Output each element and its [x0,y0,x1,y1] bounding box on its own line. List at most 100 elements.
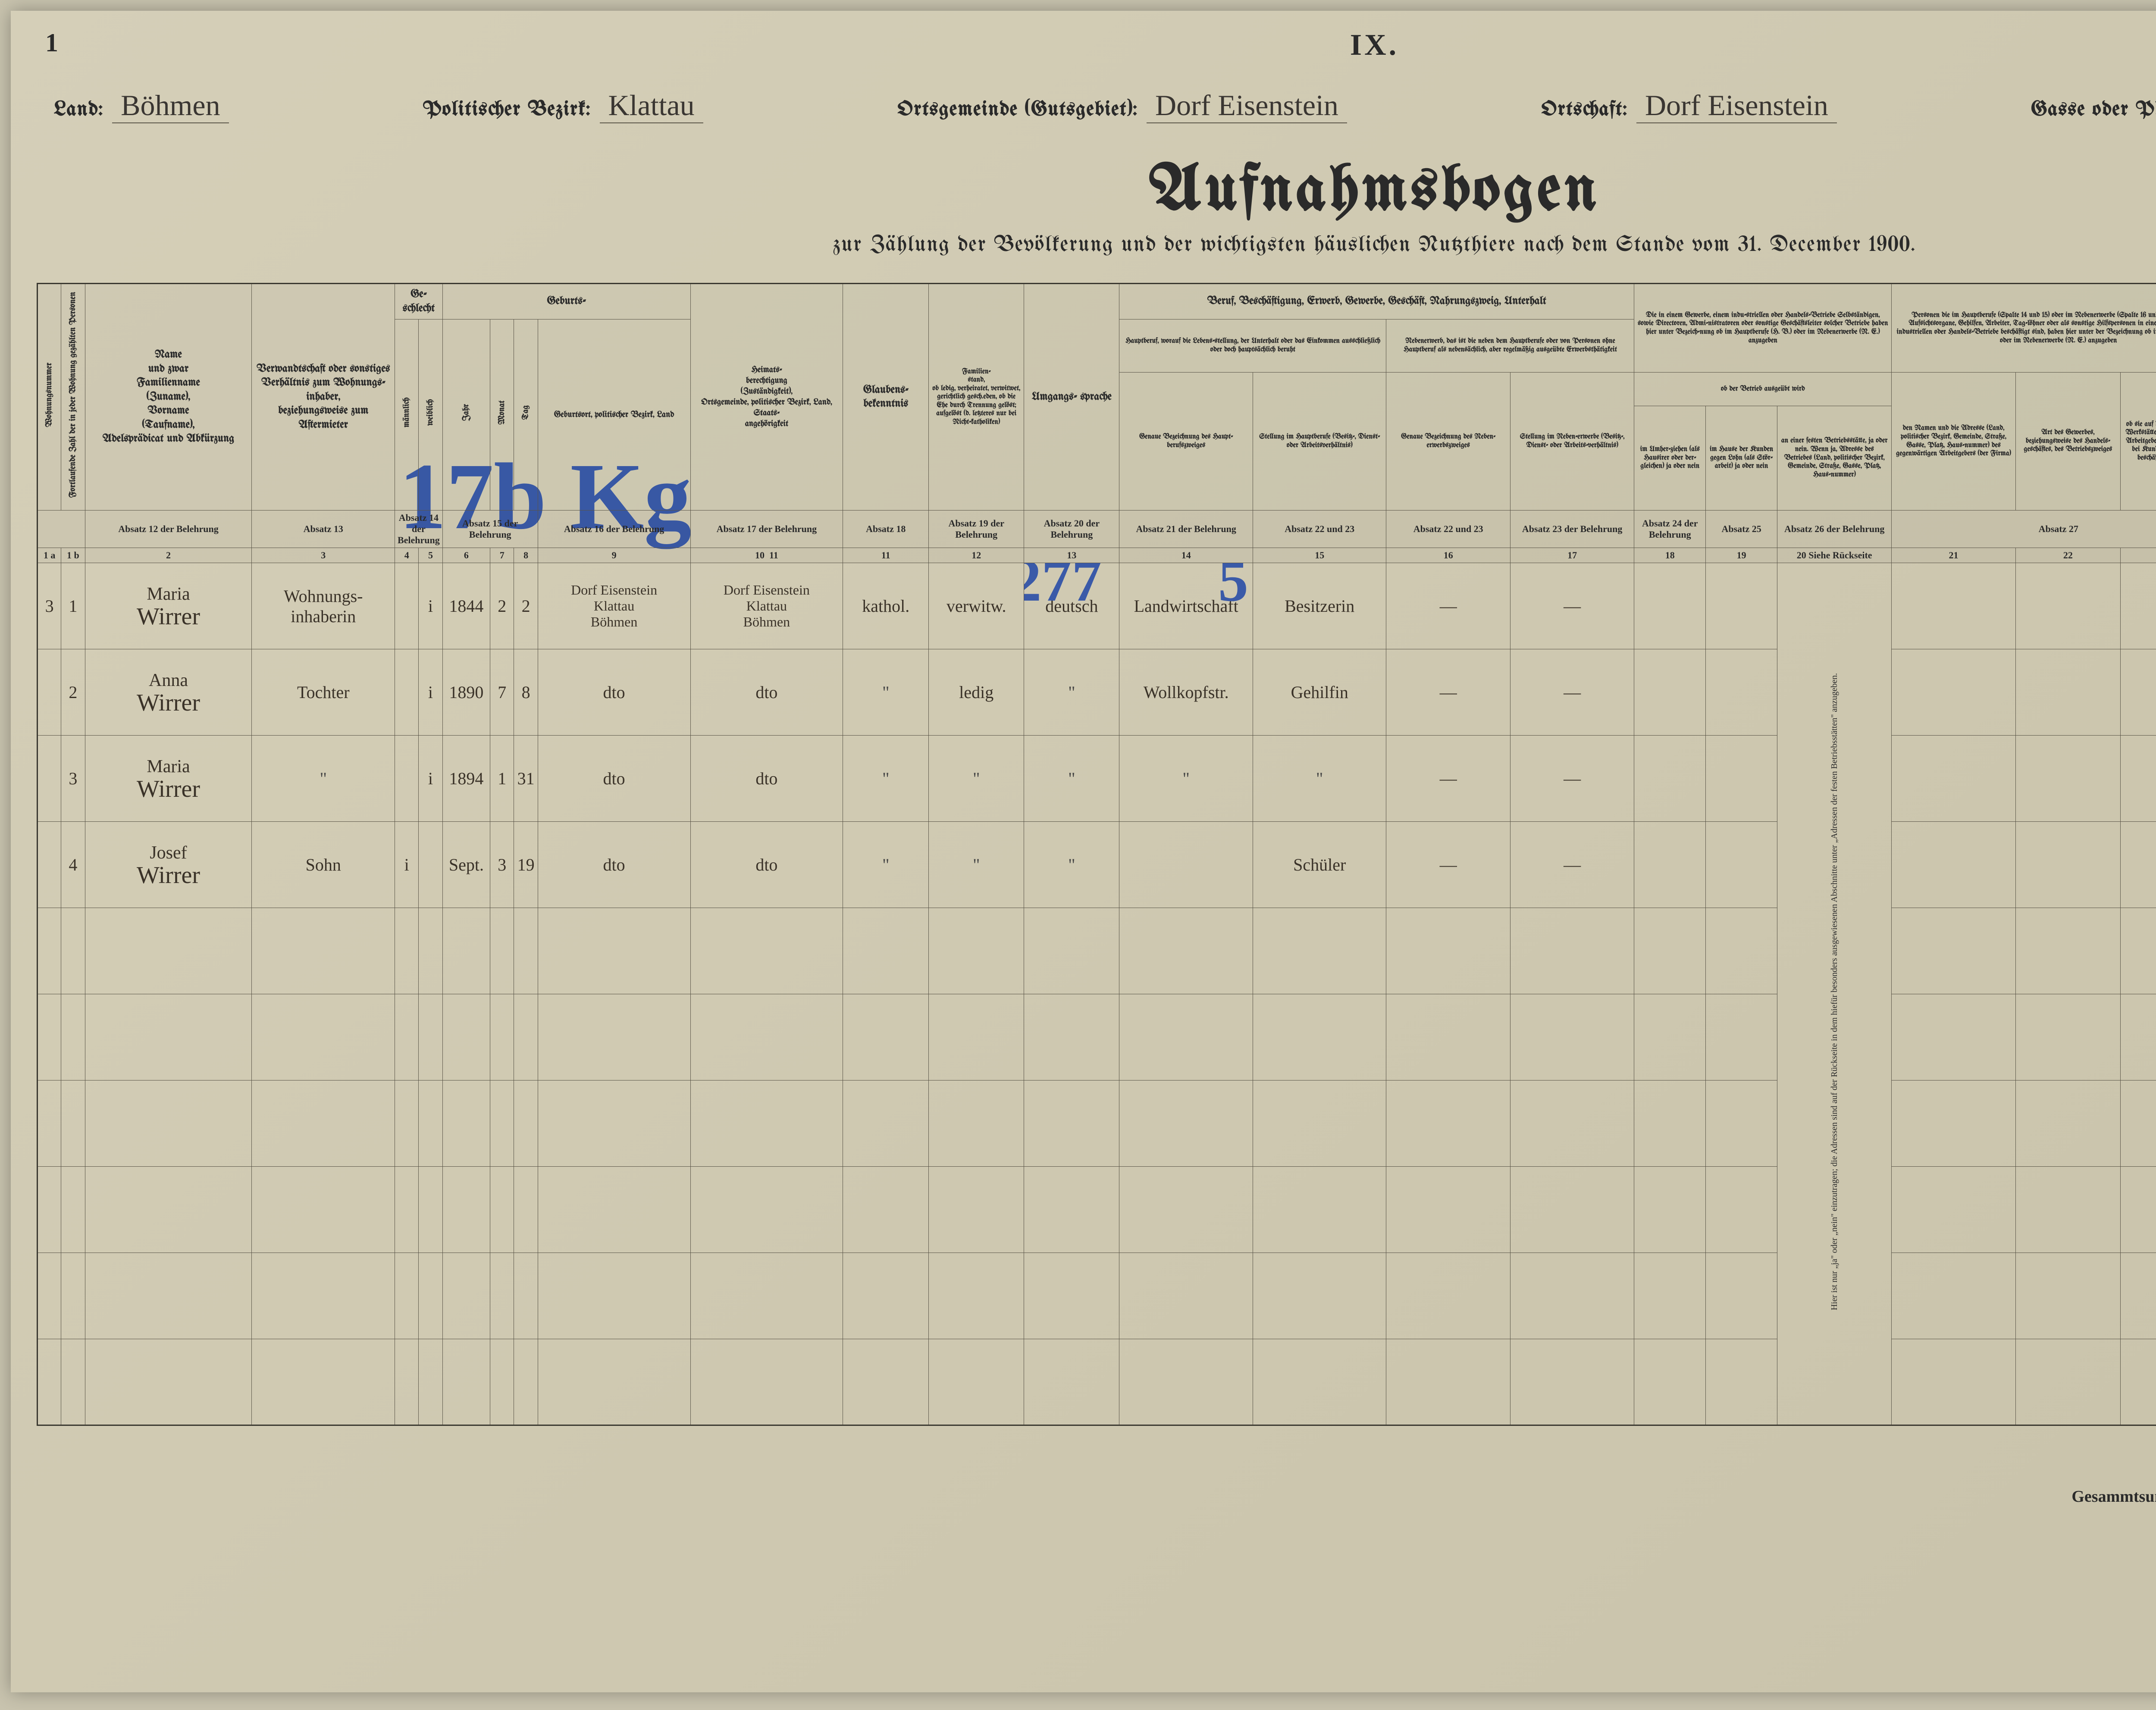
colnum: 1 b [61,548,85,563]
cell-heimat: dto [690,649,843,736]
absatz-cell: Absatz 12 der Belehrung [85,510,252,548]
col-name-header: Name und zwar Familienname (Zuname), Vor… [85,284,252,510]
cell-person-num: 2 [61,649,85,736]
column-number-row: 1 a 1 b 2 3 4 5 6 7 8 9 10 11 11 12 13 1… [38,548,2156,563]
cell-ditto: " [1024,649,1119,736]
cell-sex-m [395,649,419,736]
cell-name: Maria Wirrer [85,736,252,822]
cell-stellung: Gehilfin [1253,649,1386,736]
absatz-cell: Absatz 13 [252,510,395,548]
colnum: 18 [1634,548,1706,563]
col-famstand-header: Familien- stand, ob ledig, verheiratet, … [929,284,1024,510]
page-corner-number: 1 [45,28,58,58]
census-form-page: 1 IX. Land: Böhmen Politischer Bezirk: K… [11,11,2156,1692]
cell-ditto: " [1119,736,1253,822]
col-heimat-header: Heimats- berechtigung (Zuständigkeit), O… [690,284,843,510]
col-beruf-group: Beruf, Beschäftigung, Erwerb, Gewerbe, G… [1119,284,1634,319]
cell-dash: — [1510,563,1634,649]
name-top: Josef [88,842,249,863]
cell-year: 1894 [442,736,490,822]
colnum: 12 [929,548,1024,563]
col-21-header: an einer festen Betriebsstätte, ja oder … [1777,406,1892,510]
cell-ditto: " [1253,736,1386,822]
cell-beruf: Wollkopfstr. [1119,649,1253,736]
cell-empty [2120,563,2156,649]
colnum: 7 [490,548,514,563]
table-body: 3 1 Maria Wirrer Wohnungs-inhaberin i 18… [38,563,2156,1425]
cell-wohnung [38,649,61,736]
colnum: 15 [1253,548,1386,563]
cell-day: 8 [514,649,538,736]
col-day-header: Tag [520,401,531,424]
col-year-header: Jahr [461,400,472,426]
cell-ditto: " [843,649,929,736]
name-main: Wirrer [88,691,249,715]
cell-year: 1890 [442,649,490,736]
cell-person-num: 3 [61,736,85,822]
name-main: Wirrer [88,863,249,887]
ortsgemeinde-value: Dorf Eisenstein [1147,88,1347,123]
col-17-header: Genaue Bezeichnung des Neben-erwerbszwei… [1386,373,1510,510]
absatz-cell: Absatz 20 der Belehrung [1024,510,1119,548]
cell-sex-w: i [419,736,442,822]
cell-empty [1706,563,1777,649]
colnum: 22 [2015,548,2120,563]
cell-famstand: ledig [929,649,1024,736]
form-title: Aufnahmsbogen [37,158,2156,225]
colnum: 19 [1706,548,1777,563]
absatz-cell: Absatz 23 der Belehrung [1510,510,1634,548]
col-19-header: im Umher-ziehen (als Hausirer oder der-g… [1634,406,1706,510]
field-ortsgemeinde: Ortsgemeinde (Gutsgebiet): Dorf Eisenste… [897,88,1347,123]
land-value: Böhmen [112,88,229,123]
absatz-cell: Absatz 22 und 23 [1253,510,1386,548]
colnum: 21 [1892,548,2015,563]
colnum: 5 [419,548,442,563]
absatz-cell: Absatz 17 der Belehrung [690,510,843,548]
roman-numeral: IX. [37,28,2156,63]
ortsgemeinde-label: Ortsgemeinde (Gutsgebiet): [897,99,1138,121]
col-religion-header: Glaubens- bekenntnis [843,284,929,510]
cell-dash: — [1386,649,1510,736]
cell-day: 31 [514,736,538,822]
col-birthplace-header: Geburtsort, politischer Bezirk, Land [538,319,690,510]
cell-stellung: Besitzerin [1253,563,1386,649]
cell-dash: — [1510,736,1634,822]
col-gewerbe-sub: ob der Betrieb ausgeübt wird [1634,373,1892,406]
field-bezirk: Politischer Bezirk: Klattau [423,88,703,123]
colnum: 2 [85,548,252,563]
cell-day: 2 [514,563,538,649]
form-subtitle: zur Zählung der Bevölkerung und der wich… [37,234,2156,257]
cell-sex-w: i [419,563,442,649]
cell-month: 2 [490,563,514,649]
cell-empty [1892,563,2015,649]
col-hauptberuf-header: Hauptberuf, worauf die Lebens-stellung, … [1119,319,1386,373]
colnum: 6 [442,548,490,563]
colnum: 8 [514,548,538,563]
col-sex-group: Ge- schlecht [395,284,443,319]
col-16-header: Stellung im Hauptberufe (Besitz-, Dienst… [1253,373,1386,510]
col-1b-header: Fortlaufende Zahl der in jeder Wohnung g… [68,288,78,502]
colnum: 4 [395,548,419,563]
col-15-header: Genaue Bezeichnung des Haupt-berufszweig… [1119,373,1253,510]
cell-birthplace: dto [538,822,690,908]
col-gewerbe-group: Die in einem Gewerbe, einem indu-striell… [1634,284,1892,373]
table-wrapper: Wohnungsnummer Fortlaufende Zahl der in … [37,283,2156,1426]
name-main: Wirrer [88,604,249,629]
ortschaft-value: Dorf Eisenstein [1636,88,1837,123]
cell-wohnung: 3 [38,563,61,649]
cell-dash: — [1510,649,1634,736]
col-female-header: weiblich [425,395,436,430]
colnum: 17 [1510,548,1634,563]
cell-relation: Tochter [252,649,395,736]
footer-furtrag: Fürtrag, beziehungsweise Summe: 4 [37,1443,2156,1472]
bezirk-label: Politischer Bezirk: [423,99,591,121]
cell-day: 19 [514,822,538,908]
cell-month: 3 [490,822,514,908]
bezirk-value: Klattau [600,88,703,123]
col-18-header: Stellung im Neben-erwerbe (Besitz-, Dien… [1510,373,1634,510]
cell-month: 7 [490,649,514,736]
table-row: 3 1 Maria Wirrer Wohnungs-inhaberin i 18… [38,563,2156,649]
name-top: Maria [88,756,249,777]
colnum: 1 a [38,548,61,563]
cell-person-num: 1 [61,563,85,649]
